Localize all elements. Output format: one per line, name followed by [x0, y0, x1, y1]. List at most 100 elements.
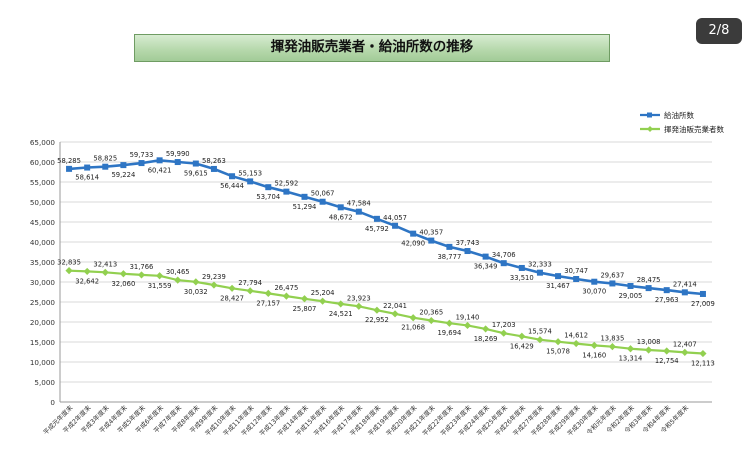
data-label: 59,733: [130, 151, 154, 159]
data-point-stations: [192, 160, 199, 167]
data-label: 23,923: [347, 294, 371, 302]
data-label: 58,825: [93, 155, 117, 163]
data-label: 28,475: [637, 276, 661, 284]
data-point-sellers: [427, 316, 435, 325]
data-point-stations: [663, 287, 670, 294]
data-label: 33,510: [510, 274, 534, 282]
y-tick-label: 35,000: [30, 258, 56, 267]
y-tick-label: 30,000: [30, 278, 56, 287]
data-label: 44,057: [383, 214, 407, 222]
data-label: 12,113: [691, 360, 715, 368]
data-label: 26,475: [274, 284, 298, 292]
data-point-sellers: [518, 332, 526, 340]
y-tick-label: 40,000: [30, 238, 56, 247]
data-label: 29,637: [600, 271, 624, 279]
data-point-stations: [591, 278, 598, 285]
data-label: 25,807: [293, 305, 317, 313]
legend-marker: [647, 112, 652, 118]
data-label: 31,559: [148, 282, 172, 290]
data-point-sellers: [445, 319, 453, 327]
data-point-stations: [265, 184, 272, 191]
data-point-sellers: [101, 268, 109, 276]
data-point-stations: [355, 208, 362, 215]
data-point-stations: [84, 164, 91, 171]
data-label: 53,704: [256, 193, 280, 201]
data-point-sellers: [137, 271, 146, 279]
data-point-sellers: [355, 302, 363, 310]
data-label: 55,153: [238, 169, 262, 177]
data-label: 37,743: [456, 239, 480, 247]
data-point-stations: [373, 215, 380, 222]
data-point-sellers: [83, 267, 91, 276]
data-point-sellers: [337, 300, 345, 308]
data-point-sellers: [608, 343, 616, 351]
chart-title: 揮発油販売業者・給油所数の推移: [134, 34, 610, 62]
series-points: [65, 157, 707, 358]
data-point-stations: [247, 178, 254, 185]
data-label: 19,140: [456, 313, 480, 321]
data-label: 45,792: [365, 225, 389, 233]
data-label: 29,239: [202, 273, 226, 281]
data-point-sellers: [119, 270, 127, 278]
data-point-stations: [174, 159, 181, 166]
data-label: 38,777: [437, 253, 461, 261]
data-point-stations: [120, 162, 127, 169]
data-point-sellers: [681, 348, 689, 356]
legend-marker: [647, 126, 653, 132]
data-point-stations: [518, 264, 525, 271]
data-label: 16,429: [510, 342, 534, 350]
data-point-stations: [464, 248, 471, 255]
y-tick-label: 55,000: [30, 178, 56, 187]
data-label: 58,263: [202, 157, 226, 165]
data-label: 32,413: [93, 260, 117, 268]
data-label: 14,160: [582, 351, 606, 359]
data-label: 52,592: [274, 180, 298, 188]
data-label: 36,349: [474, 263, 498, 271]
data-point-stations: [699, 290, 706, 297]
data-label: 12,754: [655, 357, 679, 365]
data-point-sellers: [663, 347, 671, 355]
data-point-stations: [156, 157, 163, 164]
data-label: 51,294: [293, 203, 317, 211]
data-label: 19,694: [437, 329, 461, 337]
data-point-sellers: [319, 297, 327, 305]
data-label: 30,465: [166, 268, 190, 276]
data-label: 60,421: [148, 166, 172, 174]
data-label: 13,008: [637, 338, 661, 346]
series-line-stations: [68, 158, 704, 296]
data-label: 59,615: [184, 170, 208, 178]
data-point-sellers: [300, 295, 309, 303]
data-label: 50,067: [311, 190, 335, 198]
data-point-stations: [482, 253, 489, 260]
y-tick-label: 10,000: [30, 358, 56, 367]
data-label: 13,314: [619, 355, 643, 363]
data-label: 30,032: [184, 288, 208, 296]
data-point-stations: [627, 282, 634, 289]
data-point-sellers: [246, 287, 254, 295]
data-point-sellers: [590, 341, 598, 349]
data-point-stations: [410, 230, 417, 237]
data-label: 24,521: [329, 310, 353, 318]
y-tick-label: 25,000: [30, 298, 56, 307]
data-label: 28,427: [220, 294, 244, 302]
y-tick-label: 45,000: [30, 218, 56, 227]
data-point-sellers: [645, 346, 653, 354]
data-label: 42,090: [401, 240, 425, 248]
data-label: 32,642: [75, 277, 99, 285]
data-point-stations: [229, 173, 236, 180]
page-indicator: 2/8: [696, 18, 742, 44]
data-label: 32,835: [57, 259, 81, 267]
data-label: 20,365: [419, 309, 443, 317]
data-label: 27,794: [238, 279, 262, 287]
data-label: 15,078: [546, 348, 570, 356]
data-label: 27,009: [691, 300, 715, 308]
data-label: 59,990: [166, 150, 190, 158]
data-point-stations: [500, 260, 507, 267]
data-label: 32,333: [528, 261, 552, 269]
y-tick-label: 0: [50, 398, 55, 407]
data-label: 12,407: [673, 340, 697, 348]
data-point-stations: [337, 204, 344, 211]
data-point-sellers: [264, 289, 272, 297]
data-point-sellers: [554, 338, 562, 346]
